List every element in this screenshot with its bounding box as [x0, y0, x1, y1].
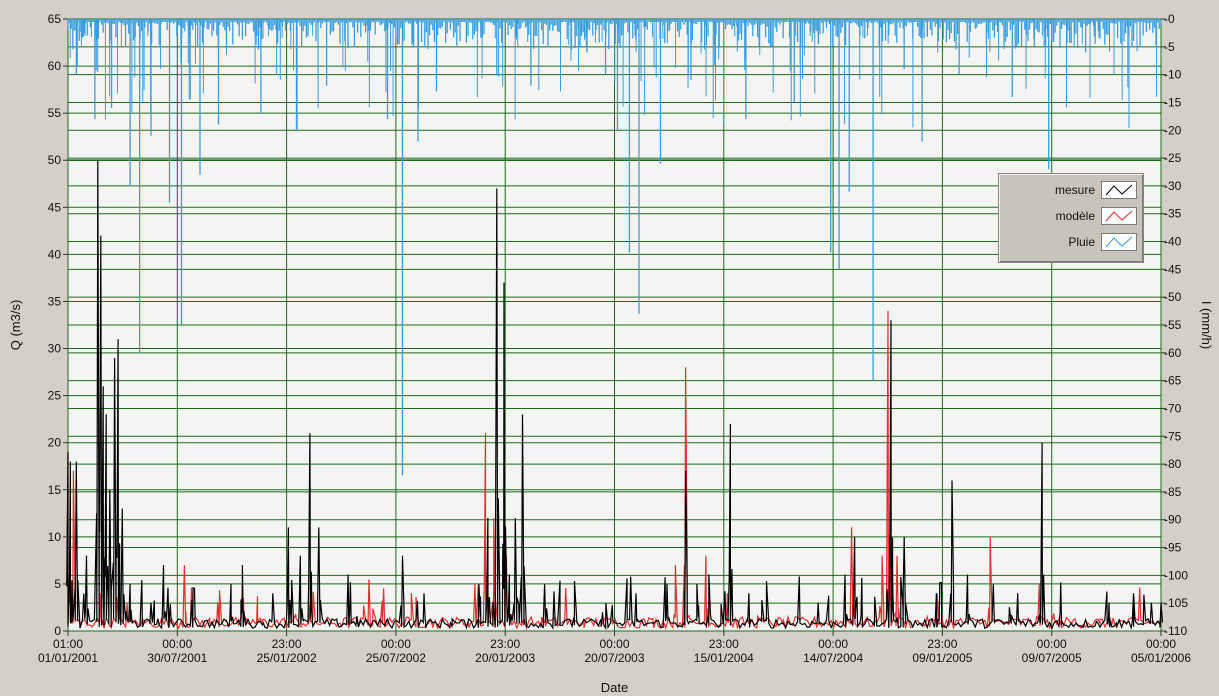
y-tick-label: 10	[48, 530, 62, 544]
y2-tick-label: -85	[1164, 485, 1182, 499]
legend-swatch-mesure	[1101, 181, 1137, 199]
right-axis-ticks: -0 -5 -10 -15 -20 -25 -30 -35 -40 -45 -50 -55 -60 -65…	[1161, 12, 1188, 638]
x-tick-date: 05/01/2006	[1131, 651, 1191, 665]
y-tick-label: 25	[48, 389, 62, 403]
y-tick-label: 40	[48, 247, 62, 261]
mesure-line	[66, 160, 1164, 631]
x-tick-date: 25/07/2002	[366, 651, 426, 665]
y2-tick-label: -0	[1164, 12, 1175, 26]
y-tick-label: 0	[54, 624, 61, 638]
y2-tick-label: -15	[1164, 95, 1182, 109]
y2-tick-label: -25	[1164, 151, 1182, 165]
x-tick-time: 00:00	[381, 637, 411, 651]
x-tick-time: 00:00	[818, 637, 848, 651]
x-tick-time: 00:00	[599, 637, 629, 651]
x-tick-date: 14/07/2004	[803, 651, 863, 665]
y2-axis-title: I (mm/h)	[1199, 301, 1214, 349]
y-tick-label: 65	[48, 12, 62, 26]
legend-item-pluie[interactable]: Pluie	[1005, 229, 1137, 255]
y2-tick-label: -80	[1164, 457, 1182, 471]
y2-tick-label: -105	[1164, 596, 1188, 610]
legend-item-modele[interactable]: modèle	[1005, 203, 1137, 229]
y2-tick-label: -65	[1164, 374, 1182, 388]
y2-tick-label: -60	[1164, 346, 1182, 360]
legend[interactable]: mesure modèle Pluie	[998, 173, 1144, 263]
x-tick-date: 01/01/2001	[38, 651, 98, 665]
y2-tick-label: -110	[1164, 624, 1187, 638]
y2-tick-label: -35	[1164, 207, 1182, 221]
x-tick-date: 30/07/2001	[147, 651, 207, 665]
legend-label-mesure: mesure	[1054, 183, 1095, 197]
y-tick-label: 20	[48, 436, 62, 450]
y2-tick-label: -75	[1164, 429, 1182, 443]
legend-swatch-modele	[1101, 207, 1137, 225]
legend-label-pluie: Pluie	[1068, 235, 1095, 249]
x-axis-ticks: 01:0001/01/200100:0030/07/200123:0025/01…	[38, 631, 1191, 665]
y2-tick-label: -55	[1164, 318, 1182, 332]
y2-tick-label: -20	[1164, 123, 1182, 137]
x-tick-date: 09/07/2005	[1022, 651, 1082, 665]
x-tick-time: 00:00	[162, 637, 192, 651]
y2-tick-label: -30	[1164, 179, 1182, 193]
left-axis-ticks: 0 5 10 15 20 25 30 35 40 45 50 55 60 65	[48, 12, 68, 638]
y-tick-label: 15	[48, 483, 62, 497]
x-tick-time: 23:00	[490, 637, 520, 651]
legend-item-mesure[interactable]: mesure	[1005, 177, 1137, 203]
y-tick-label: 30	[48, 342, 62, 356]
y-tick-label: 35	[48, 294, 62, 308]
y2-tick-label: -40	[1164, 235, 1182, 249]
series-mesure	[66, 160, 1164, 631]
x-tick-time: 23:00	[927, 637, 957, 651]
y2-tick-label: -10	[1164, 68, 1182, 82]
x-tick-time: 23:00	[272, 637, 302, 651]
x-tick-time: 23:00	[709, 637, 739, 651]
x-tick-time: 01:00	[53, 637, 83, 651]
x-tick-date: 20/07/2003	[584, 651, 644, 665]
y2-tick-label: -70	[1164, 401, 1182, 415]
y-tick-label: 45	[48, 200, 62, 214]
grid-lines	[67, 18, 1162, 632]
y2-tick-label: -100	[1164, 568, 1188, 582]
y-tick-label: 55	[48, 106, 62, 120]
legend-swatch-pluie	[1101, 233, 1137, 251]
x-tick-date: 09/01/2005	[912, 651, 972, 665]
y-axis-title: Q (m3/s)	[8, 300, 23, 351]
x-axis-title: Date	[601, 680, 628, 695]
y2-tick-label: -90	[1164, 513, 1182, 527]
y-tick-label: 5	[54, 577, 61, 591]
x-tick-time: 00:00	[1037, 637, 1067, 651]
y-tick-label: 50	[48, 153, 62, 167]
x-tick-date: 20/01/2003	[475, 651, 535, 665]
series-pluie	[67, 19, 1162, 476]
x-tick-date: 25/01/2002	[257, 651, 317, 665]
y2-tick-label: -95	[1164, 541, 1182, 555]
x-tick-time: 00:00	[1146, 637, 1176, 651]
y-tick-label: 60	[48, 59, 62, 73]
y2-tick-label: -45	[1164, 262, 1182, 276]
y2-tick-label: -5	[1164, 40, 1175, 54]
x-tick-date: 15/01/2004	[694, 651, 754, 665]
legend-label-modele: modèle	[1055, 209, 1095, 223]
y2-tick-label: -50	[1164, 290, 1182, 304]
